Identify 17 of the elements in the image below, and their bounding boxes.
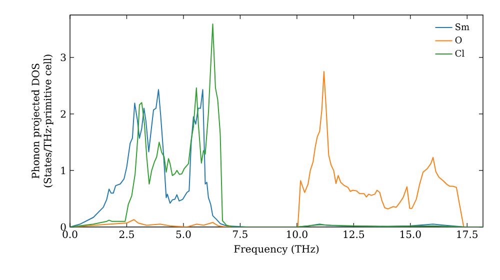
legend-label: Cl (455, 50, 464, 57)
y-tick-label: 3 (60, 54, 66, 62)
x-tick-label: 2.5 (119, 230, 134, 238)
x-tick-label: 0.0 (62, 230, 78, 238)
x-tick-label: 7.5 (233, 230, 248, 238)
x-tick-label: 5.0 (176, 230, 191, 238)
y-tick-label: 0 (60, 223, 66, 231)
y-tick-label: 2 (60, 110, 66, 118)
x-tick-label: 17.5 (457, 230, 478, 238)
legend-label: O (455, 36, 462, 44)
x-axis-title: Frequency (THz) (234, 244, 319, 255)
x-tick-label: 15.0 (400, 230, 421, 238)
y-tick-label: 1 (61, 166, 66, 174)
legend-label: Sm (456, 23, 470, 30)
y-axis-title: Phonon projected DOS (States/THz·primitive cell) (32, 54, 54, 188)
x-tick-label: 12.5 (344, 230, 364, 238)
x-tick-label: 10.0 (287, 230, 308, 238)
